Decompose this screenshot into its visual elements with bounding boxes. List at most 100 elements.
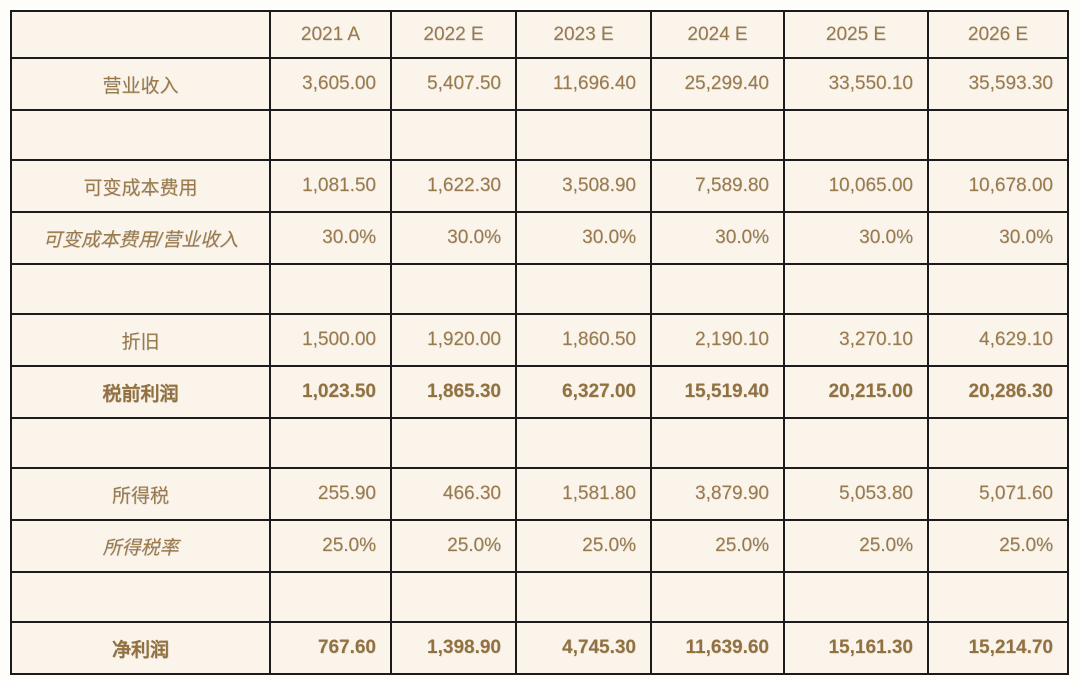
row-label: 可变成本费用/营业收入 [10, 211, 271, 265]
cell-value: 25.0% [515, 519, 652, 573]
row-income-tax-rate: 所得税率 25.0% 25.0% 25.0% 25.0% 25.0% 25.0% [10, 519, 1069, 573]
row-label: 营业收入 [10, 57, 271, 111]
row-label: 折旧 [10, 313, 271, 367]
row-label: 可变成本费用 [10, 159, 271, 213]
cell-value: 767.60 [269, 621, 392, 675]
cell-value: 3,605.00 [269, 57, 392, 111]
cell-value: 3,879.90 [650, 467, 785, 521]
spacer-row [10, 571, 1069, 623]
cell-value: 25.0% [390, 519, 517, 573]
empty-cell [927, 109, 1069, 161]
header-year-2025e: 2025 E [783, 10, 929, 59]
empty-cell [10, 263, 271, 315]
row-label: 所得税 [10, 467, 271, 521]
row-variable-cost: 可变成本费用 1,081.50 1,622.30 3,508.90 7,589.… [10, 159, 1069, 213]
row-label: 所得税率 [10, 519, 271, 573]
cell-value: 25.0% [927, 519, 1069, 573]
empty-cell [390, 571, 517, 623]
cell-value: 25,299.40 [650, 57, 785, 111]
header-year-2024e: 2024 E [650, 10, 785, 59]
spacer-row [10, 109, 1069, 161]
row-label: 税前利润 [10, 365, 271, 419]
cell-value: 30.0% [515, 211, 652, 265]
empty-cell [269, 571, 392, 623]
cell-value: 30.0% [783, 211, 929, 265]
cell-value: 15,519.40 [650, 365, 785, 419]
empty-cell [515, 417, 652, 469]
table-header-row: 2021 A 2022 E 2023 E 2024 E 2025 E 2026 … [10, 10, 1069, 59]
row-pretax-profit: 税前利润 1,023.50 1,865.30 6,327.00 15,519.4… [10, 365, 1069, 419]
cell-value: 35,593.30 [927, 57, 1069, 111]
cell-value: 7,589.80 [650, 159, 785, 213]
empty-cell [650, 109, 785, 161]
cell-value: 20,215.00 [783, 365, 929, 419]
empty-cell [269, 417, 392, 469]
empty-cell [10, 109, 271, 161]
cell-value: 4,745.30 [515, 621, 652, 675]
row-depreciation: 折旧 1,500.00 1,920.00 1,860.50 2,190.10 3… [10, 313, 1069, 367]
cell-value: 11,696.40 [515, 57, 652, 111]
cell-value: 1,920.00 [390, 313, 517, 367]
header-year-2023e: 2023 E [515, 10, 652, 59]
empty-cell [515, 571, 652, 623]
spacer-row [10, 263, 1069, 315]
cell-value: 466.30 [390, 467, 517, 521]
empty-cell [269, 263, 392, 315]
empty-cell [650, 571, 785, 623]
empty-cell [390, 109, 517, 161]
cell-value: 20,286.30 [927, 365, 1069, 419]
empty-cell [650, 417, 785, 469]
cell-value: 1,500.00 [269, 313, 392, 367]
cell-value: 1,023.50 [269, 365, 392, 419]
header-year-2026e: 2026 E [927, 10, 1069, 59]
empty-cell [515, 109, 652, 161]
empty-cell [783, 417, 929, 469]
cell-value: 255.90 [269, 467, 392, 521]
cell-value: 10,065.00 [783, 159, 929, 213]
empty-cell [783, 263, 929, 315]
cell-value: 1,081.50 [269, 159, 392, 213]
cell-value: 10,678.00 [927, 159, 1069, 213]
empty-cell [650, 263, 785, 315]
cell-value: 1,860.50 [515, 313, 652, 367]
row-label: 净利润 [10, 621, 271, 675]
cell-value: 5,071.60 [927, 467, 1069, 521]
empty-cell [783, 109, 929, 161]
cell-value: 25.0% [783, 519, 929, 573]
empty-cell [390, 263, 517, 315]
cell-value: 30.0% [650, 211, 785, 265]
cell-value: 30.0% [927, 211, 1069, 265]
cell-value: 3,508.90 [515, 159, 652, 213]
empty-cell [390, 417, 517, 469]
header-corner-cell [10, 10, 271, 59]
empty-cell [783, 571, 929, 623]
row-net-profit: 净利润 767.60 1,398.90 4,745.30 11,639.60 1… [10, 621, 1069, 675]
empty-cell [269, 109, 392, 161]
cell-value: 2,190.10 [650, 313, 785, 367]
cell-value: 15,161.30 [783, 621, 929, 675]
cell-value: 3,270.10 [783, 313, 929, 367]
row-revenue: 营业收入 3,605.00 5,407.50 11,696.40 25,299.… [10, 57, 1069, 111]
cell-value: 5,053.80 [783, 467, 929, 521]
cell-value: 25.0% [650, 519, 785, 573]
empty-cell [927, 571, 1069, 623]
cell-value: 5,407.50 [390, 57, 517, 111]
cell-value: 30.0% [269, 211, 392, 265]
spacer-row [10, 417, 1069, 469]
row-income-tax: 所得税 255.90 466.30 1,581.80 3,879.90 5,05… [10, 467, 1069, 521]
cell-value: 15,214.70 [927, 621, 1069, 675]
cell-value: 1,622.30 [390, 159, 517, 213]
header-year-2022e: 2022 E [390, 10, 517, 59]
empty-cell [927, 263, 1069, 315]
cell-value: 30.0% [390, 211, 517, 265]
cell-value: 11,639.60 [650, 621, 785, 675]
empty-cell [927, 417, 1069, 469]
cell-value: 1,398.90 [390, 621, 517, 675]
row-variable-cost-ratio: 可变成本费用/营业收入 30.0% 30.0% 30.0% 30.0% 30.0… [10, 211, 1069, 265]
header-year-2021a: 2021 A [269, 10, 392, 59]
cell-value: 6,327.00 [515, 365, 652, 419]
cell-value: 4,629.10 [927, 313, 1069, 367]
cell-value: 25.0% [269, 519, 392, 573]
profit-forecast-table: 2021 A 2022 E 2023 E 2024 E 2025 E 2026 … [10, 10, 1069, 675]
